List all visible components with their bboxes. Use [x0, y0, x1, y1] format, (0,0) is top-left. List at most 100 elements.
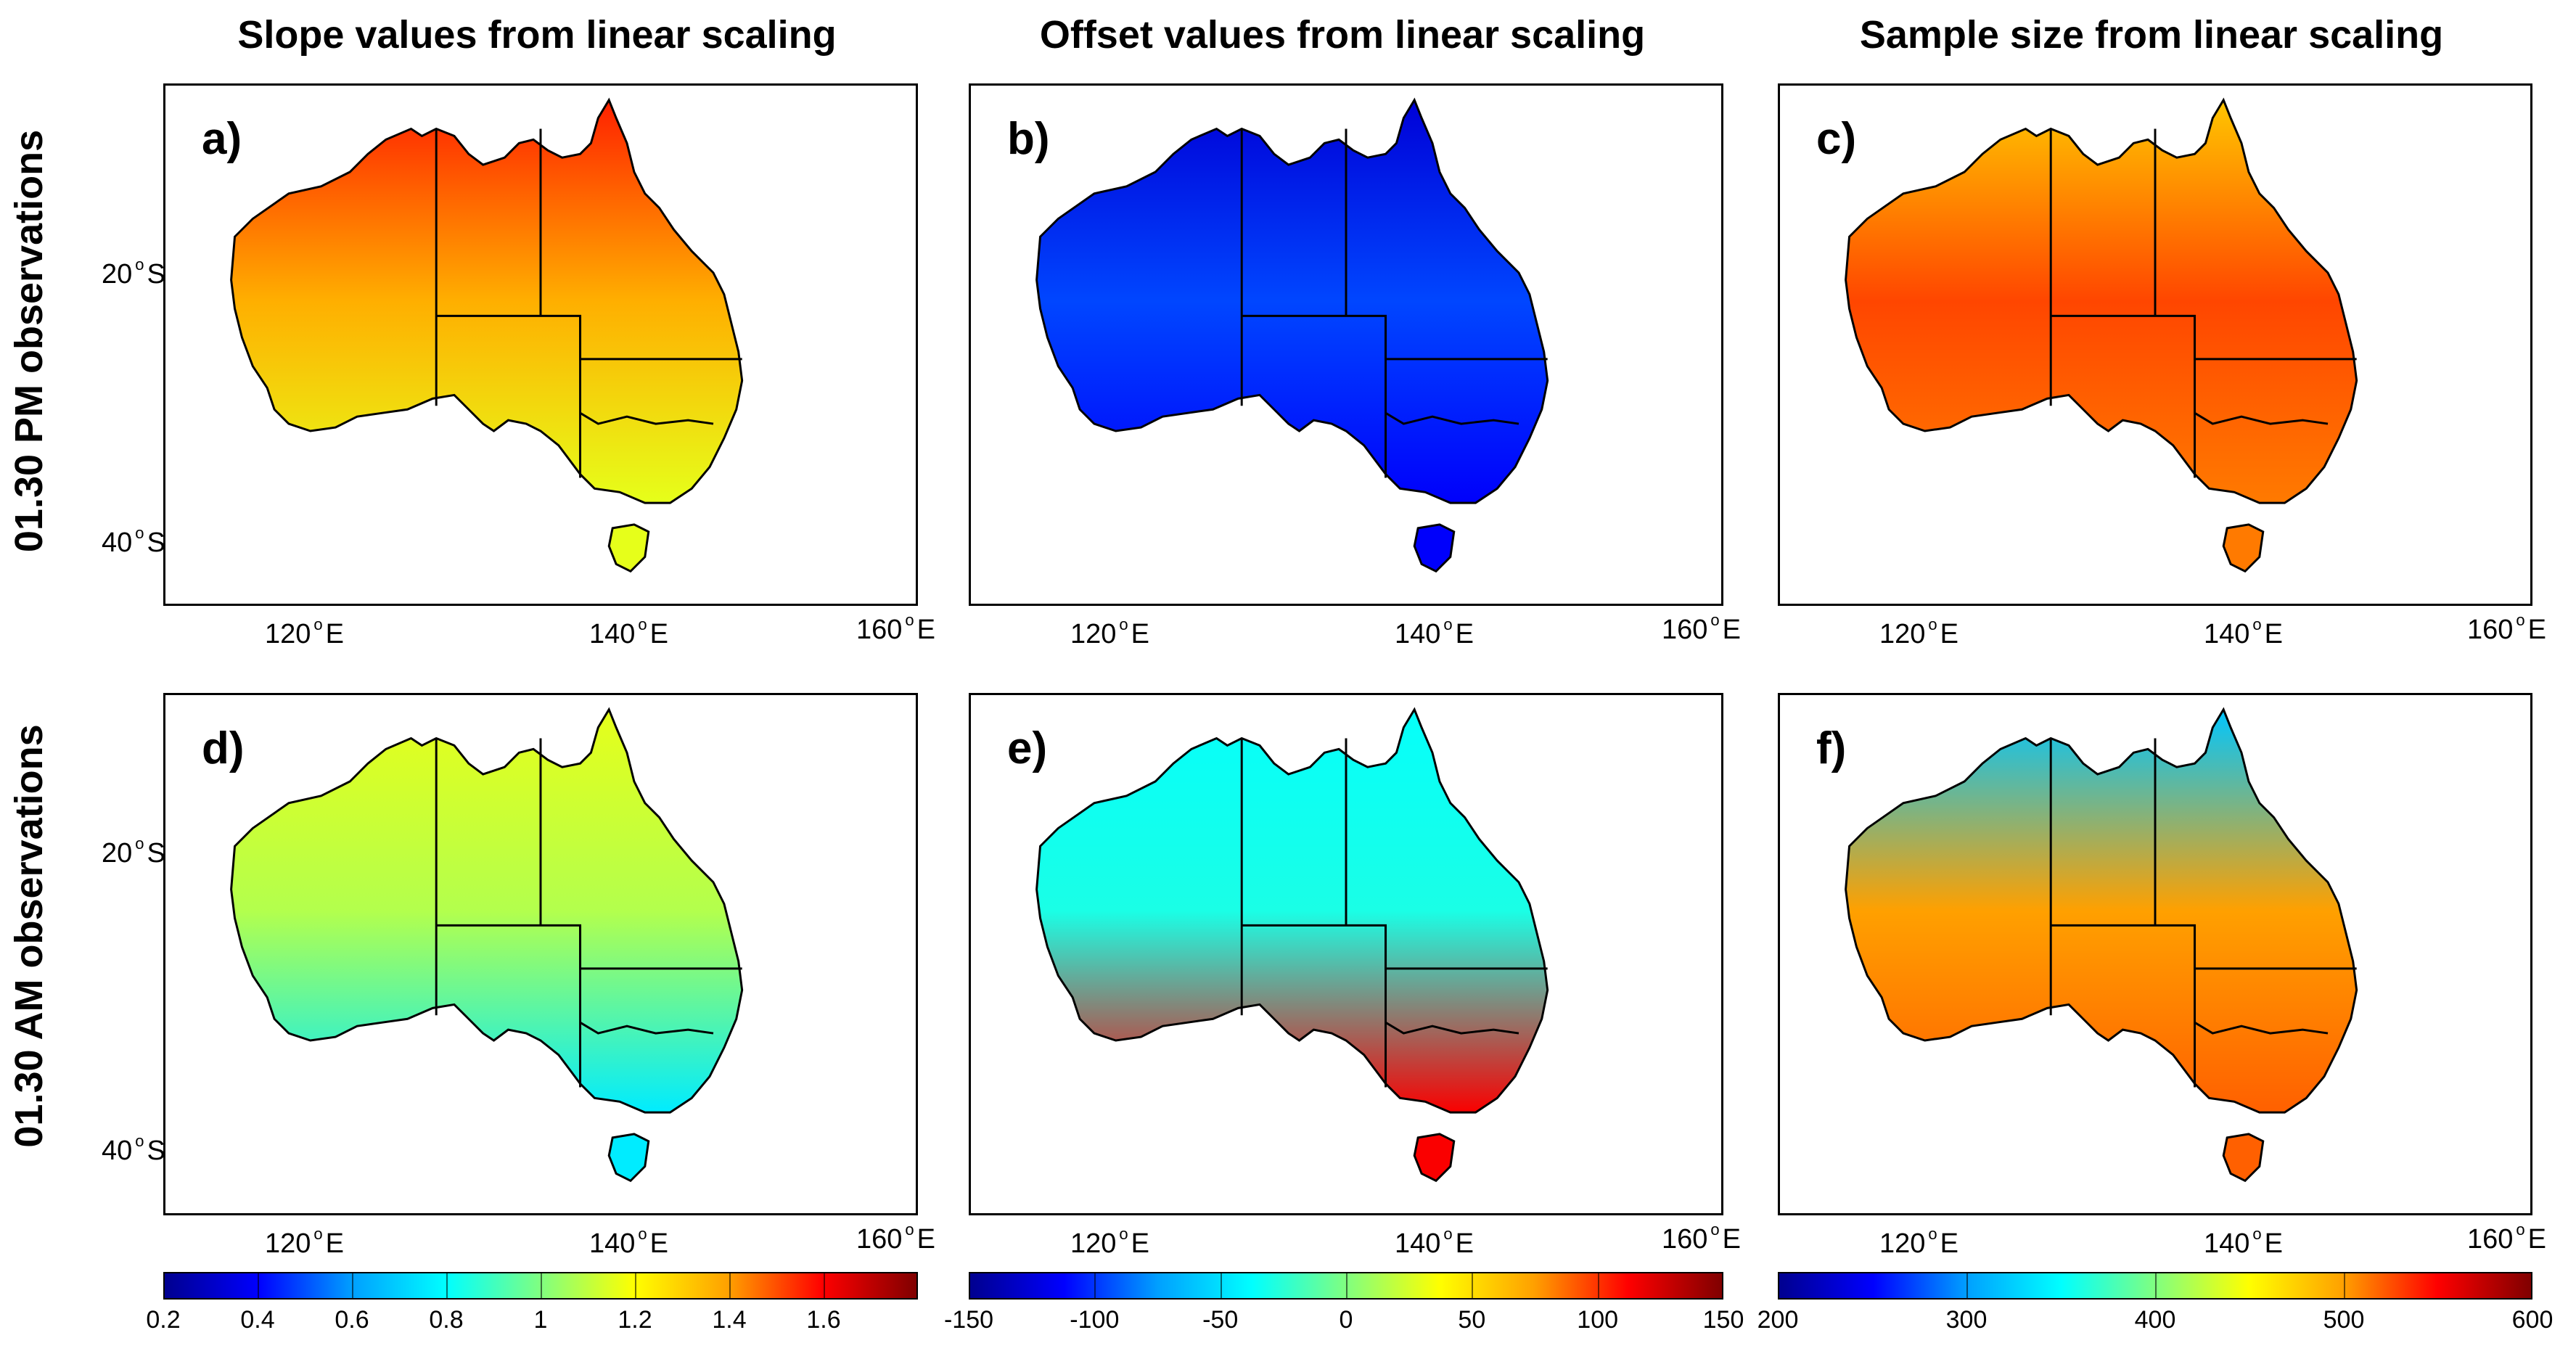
australia-map	[1035, 97, 1549, 573]
colorbar-2-tick-label: 200	[1757, 1306, 1799, 1334]
panel-label: e)	[1007, 723, 1048, 773]
lon-label-140e-c: 140 o E	[2204, 615, 2284, 649]
tasmania-shape	[2222, 1133, 2265, 1183]
tasmania-shape	[2222, 523, 2265, 573]
lon-label-140e-e: 140 o E	[1395, 1225, 1474, 1259]
colorbar-1-tick-mark	[1094, 1272, 1096, 1300]
colorbar-1-tick-label: 100	[1577, 1306, 1619, 1334]
tasmania-shape	[607, 1133, 650, 1183]
colorbar-1-tick-mark	[1472, 1272, 1474, 1300]
colorbar-0-tick-mark	[541, 1272, 542, 1300]
lon-label-140e-d: 140 o E	[589, 1225, 669, 1259]
lon-label-140e-a: 140 o E	[589, 615, 669, 649]
australia-map	[1035, 707, 1549, 1183]
colorbar-1-tick-label: 150	[1702, 1306, 1744, 1334]
column-title-sample-size: Sample size from linear scaling	[1859, 13, 2444, 57]
state-border	[1385, 316, 1548, 361]
map-panel-f: f)	[1778, 693, 2532, 1215]
column-title-offset: Offset values from linear scaling	[1039, 13, 1646, 57]
colorbar-2-tick-mark	[2344, 1272, 2345, 1300]
state-border	[1385, 925, 1548, 970]
australia-map	[230, 97, 744, 573]
state-border	[2194, 1021, 2329, 1035]
row-title-am: 01.30 AM observations	[7, 724, 51, 1148]
colorbar-1-tick-label: -50	[1202, 1306, 1239, 1334]
colorbar-2-tick-mark	[2155, 1272, 2157, 1300]
colorbar-1-tick-label: -150	[943, 1306, 994, 1334]
lon-label-160e-d: 160 o E	[856, 1220, 936, 1255]
mainland-shape	[230, 97, 744, 504]
lon-label-120e-d: 120 o E	[265, 1225, 345, 1259]
colorbar-0-tick-mark	[729, 1272, 731, 1300]
panel-label: b)	[1007, 114, 1050, 164]
column-title-slope: Slope values from linear scaling	[237, 13, 837, 57]
australia-map	[230, 707, 744, 1183]
colorbar-0-tick-mark	[635, 1272, 636, 1300]
tasmania-shape	[1413, 1133, 1456, 1183]
state-border	[1385, 1021, 1519, 1035]
colorbar-0-tick-label: 1.4	[712, 1306, 747, 1334]
panel-label: c)	[1816, 114, 1857, 164]
lon-label-140e-b: 140 o E	[1395, 615, 1474, 649]
lon-label-120e-e: 120 o E	[1070, 1225, 1150, 1259]
australia-map	[1845, 97, 2358, 573]
state-border	[2194, 925, 2357, 970]
colorbar-2-tick-mark	[1966, 1272, 1968, 1300]
lon-label-160e-f: 160 o E	[2467, 1220, 2547, 1255]
colorbar-0-tick-label: 1	[533, 1306, 548, 1334]
panel-label: f)	[1816, 723, 1847, 773]
colorbar-1-tick-label: 0	[1339, 1306, 1353, 1334]
mainland-shape	[1845, 707, 2358, 1114]
australia-map	[1845, 707, 2358, 1183]
mainland-shape	[230, 707, 744, 1114]
lon-label-160e-b: 160 o E	[1662, 611, 1742, 645]
map-panel-a: a)	[163, 83, 918, 606]
colorbar-1-tick-mark	[1346, 1272, 1348, 1300]
lat-label-20s-row1: 20 o S	[102, 255, 165, 290]
lat-label-40s-row2: 40 o S	[102, 1132, 165, 1166]
lon-label-160e-c: 160 o E	[2467, 611, 2547, 645]
colorbar-2-tick-label: 500	[2323, 1306, 2365, 1334]
state-border	[2194, 411, 2329, 425]
colorbar-0-tick-label: 0.4	[240, 1306, 275, 1334]
colorbar-1-tick-mark	[1220, 1272, 1222, 1300]
colorbar-1-tick-mark	[1597, 1272, 1599, 1300]
colorbar-0-tick-label: 0.6	[335, 1306, 369, 1334]
state-border	[579, 316, 742, 361]
lat-label-40s-row1: 40 o S	[102, 524, 165, 558]
row-title-pm: 01.30 PM observations	[7, 129, 51, 553]
mainland-shape	[1035, 707, 1549, 1114]
lat-label-20s-row2: 20 o S	[102, 834, 165, 869]
map-panel-c: c)	[1778, 83, 2532, 606]
colorbar-0-tick-label: 0.2	[146, 1306, 181, 1334]
colorbar-0-tick-label: 1.2	[618, 1306, 652, 1334]
colorbar-0-tick-label: 1.6	[806, 1306, 841, 1334]
colorbar-0-tick-mark	[258, 1272, 259, 1300]
tasmania-shape	[607, 523, 650, 573]
lon-label-120e-a: 120 o E	[265, 615, 345, 649]
map-panel-b: b)	[969, 83, 1723, 606]
state-border	[579, 411, 714, 425]
state-border	[1385, 411, 1519, 425]
lon-label-120e-f: 120 o E	[1879, 1225, 1959, 1259]
colorbar-2-tick-label: 300	[1945, 1306, 1988, 1334]
mainland-shape	[1035, 97, 1549, 504]
lon-label-120e-b: 120 o E	[1070, 615, 1150, 649]
map-panel-d: d)	[163, 693, 918, 1215]
mainland-shape	[1845, 97, 2358, 504]
colorbar-0-tick-mark	[352, 1272, 353, 1300]
state-border	[2194, 316, 2357, 361]
colorbar-0-tick-mark	[824, 1272, 825, 1300]
map-panel-e: e)	[969, 693, 1723, 1215]
lon-label-140e-f: 140 o E	[2204, 1225, 2284, 1259]
tasmania-shape	[1413, 523, 1456, 573]
panel-label: d)	[202, 723, 245, 773]
state-border	[579, 925, 742, 970]
lon-label-120e-c: 120 o E	[1879, 615, 1959, 649]
panel-label: a)	[202, 114, 242, 164]
lon-label-160e-e: 160 o E	[1662, 1220, 1742, 1255]
lon-label-160e-a: 160 o E	[856, 611, 936, 645]
colorbar-1-tick-label: 50	[1458, 1306, 1486, 1334]
colorbar-1-tick-label: -100	[1070, 1306, 1120, 1334]
